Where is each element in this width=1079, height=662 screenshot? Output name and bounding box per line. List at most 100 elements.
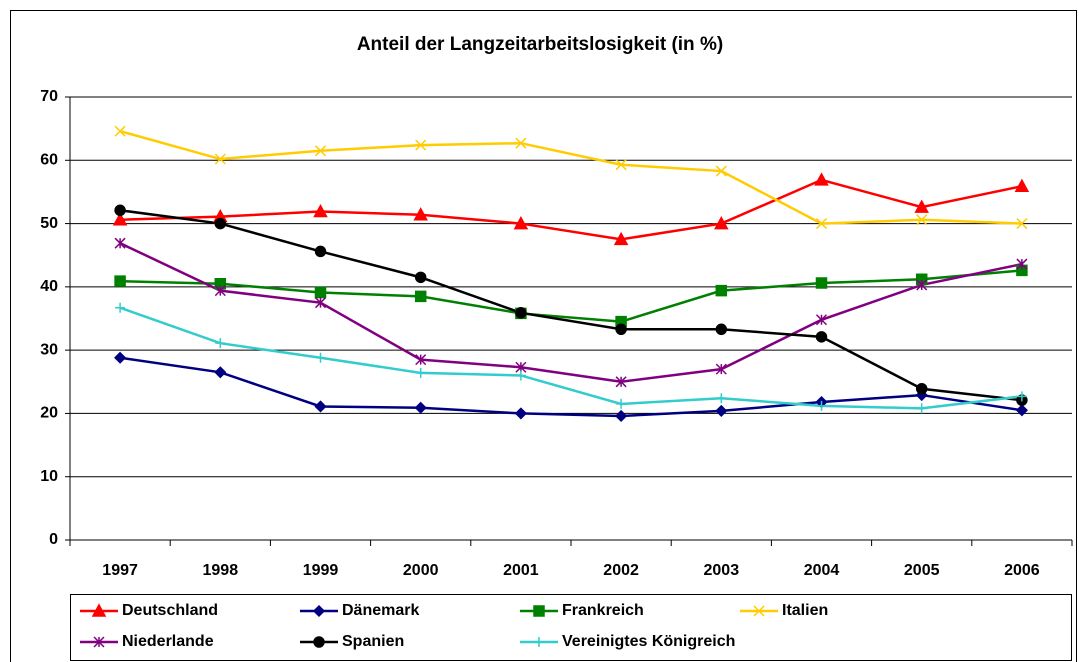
data-point bbox=[515, 370, 526, 381]
data-point bbox=[314, 245, 327, 258]
x-tick-label: 2003 bbox=[704, 562, 740, 579]
data-point bbox=[1014, 178, 1030, 192]
x-tick-label: 1998 bbox=[203, 562, 239, 579]
legend-box bbox=[70, 594, 1072, 661]
y-tick-label: 0 bbox=[49, 531, 58, 548]
data-point bbox=[716, 393, 727, 404]
series-line bbox=[119, 356, 1023, 418]
data-point bbox=[615, 409, 628, 423]
data-point bbox=[515, 137, 527, 149]
y-tick-label: 70 bbox=[40, 88, 58, 105]
data-point bbox=[715, 284, 728, 297]
data-point bbox=[715, 363, 727, 375]
data-point bbox=[1016, 218, 1028, 230]
data-point bbox=[114, 237, 126, 249]
data-point bbox=[314, 145, 327, 157]
data-point bbox=[514, 407, 527, 420]
data-point bbox=[314, 286, 327, 299]
data-point bbox=[515, 307, 527, 319]
legend-label: Vereinigtes Königreich bbox=[562, 633, 735, 650]
data-point bbox=[112, 212, 128, 226]
data-point bbox=[815, 218, 828, 230]
data-point bbox=[415, 367, 426, 378]
data-point bbox=[314, 297, 327, 309]
data-point bbox=[616, 398, 627, 409]
x-tick-label: 1997 bbox=[102, 562, 138, 579]
series-line bbox=[119, 242, 1023, 384]
data-point bbox=[214, 277, 227, 290]
data-point bbox=[714, 216, 729, 230]
data-point bbox=[214, 285, 226, 297]
series-line bbox=[119, 306, 1023, 410]
data-point bbox=[916, 214, 928, 226]
data-point bbox=[814, 172, 829, 186]
data-point bbox=[715, 323, 728, 336]
data-point bbox=[915, 382, 928, 395]
data-point bbox=[615, 323, 627, 336]
legend-label: Spanien bbox=[342, 633, 404, 650]
legend-label: Frankreich bbox=[562, 602, 644, 619]
data-point bbox=[313, 203, 328, 218]
data-point bbox=[315, 352, 326, 363]
data-point bbox=[413, 207, 428, 221]
data-point bbox=[114, 204, 126, 217]
y-tick-label: 10 bbox=[40, 468, 58, 485]
data-point bbox=[815, 314, 828, 326]
chart-title: Anteil der Langzeitarbeitslosigkeit (in … bbox=[357, 34, 723, 55]
x-tick-label: 2004 bbox=[804, 562, 840, 579]
data-point bbox=[916, 403, 927, 414]
x-tick-label: 2005 bbox=[904, 562, 940, 579]
data-point bbox=[415, 139, 427, 151]
data-point bbox=[615, 159, 627, 171]
data-point bbox=[613, 231, 629, 246]
data-point bbox=[214, 153, 226, 165]
data-point bbox=[1016, 391, 1027, 402]
legend-marker bbox=[534, 637, 544, 647]
data-point bbox=[314, 400, 327, 413]
legend-marker bbox=[91, 603, 107, 617]
data-point bbox=[615, 376, 627, 388]
legend-marker bbox=[753, 605, 765, 617]
data-point bbox=[715, 404, 728, 417]
data-point bbox=[414, 290, 427, 303]
legend-marker bbox=[93, 636, 105, 648]
data-point bbox=[414, 401, 427, 414]
x-tick-label: 2000 bbox=[403, 562, 439, 579]
y-tick-label: 50 bbox=[40, 215, 58, 232]
data-point bbox=[815, 331, 828, 343]
data-point bbox=[815, 277, 828, 289]
data-point bbox=[513, 216, 529, 230]
y-tick-label: 40 bbox=[40, 278, 58, 295]
series-line bbox=[120, 178, 1023, 241]
data-point bbox=[1015, 404, 1028, 417]
data-point bbox=[215, 338, 226, 349]
y-tick-label: 30 bbox=[40, 341, 58, 358]
legend-label: Niederlande bbox=[122, 633, 214, 650]
legend-marker bbox=[312, 604, 326, 618]
data-point bbox=[414, 271, 427, 284]
data-point bbox=[114, 275, 126, 287]
data-point bbox=[916, 279, 928, 291]
x-tick-label: 2006 bbox=[1004, 562, 1040, 579]
data-point bbox=[914, 199, 929, 213]
data-point bbox=[114, 125, 126, 137]
x-tick-label: 2002 bbox=[603, 562, 639, 579]
data-point bbox=[816, 400, 827, 411]
data-point bbox=[115, 302, 126, 313]
data-point bbox=[214, 366, 227, 379]
series-line bbox=[119, 129, 1022, 225]
data-point bbox=[415, 354, 427, 366]
legend-label: Italien bbox=[782, 602, 828, 619]
legend-marker bbox=[313, 636, 325, 648]
series-line bbox=[119, 209, 1023, 402]
x-tick-label: 1999 bbox=[303, 562, 339, 579]
legend-marker bbox=[533, 605, 545, 617]
y-tick-label: 60 bbox=[40, 152, 58, 169]
data-point bbox=[114, 351, 127, 364]
legend-label: Dänemark bbox=[342, 602, 419, 619]
chart-frame bbox=[10, 10, 1077, 662]
data-point bbox=[715, 165, 727, 177]
legend-label: Deutschland bbox=[122, 602, 218, 619]
